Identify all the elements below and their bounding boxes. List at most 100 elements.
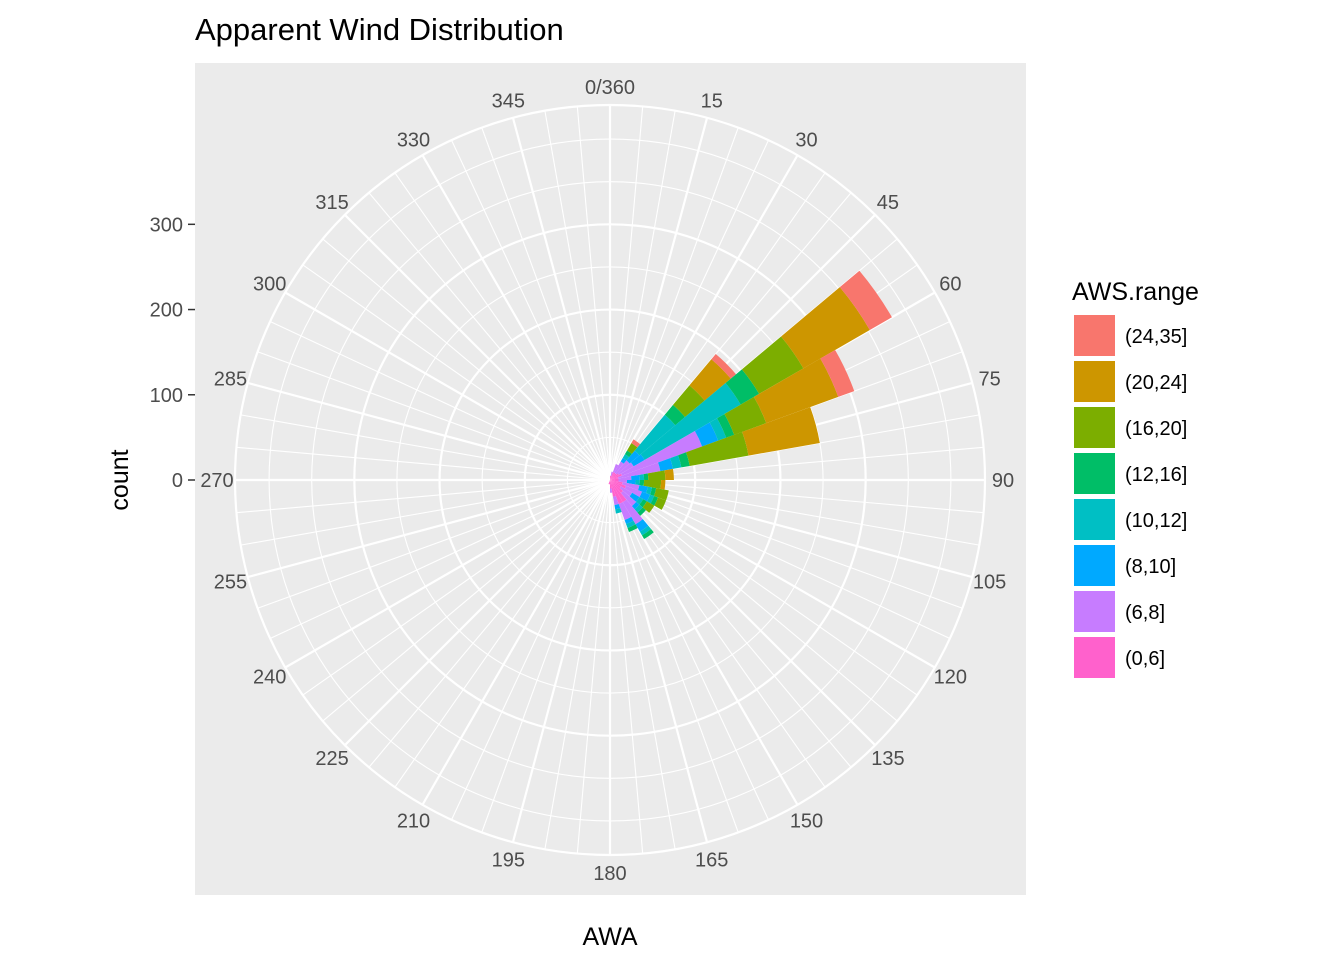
theta-tick-label: 120 [934,667,967,689]
r-tick-label: 100 [150,385,183,407]
bar-segment [689,359,731,401]
grid-spoke [609,110,676,481]
theta-tick-label: 30 [795,130,817,152]
x-axis-title: AWA [582,923,637,951]
bar-segment [609,480,610,485]
theta-tick-label: 270 [200,470,233,492]
grid-spoke [511,479,612,843]
bar-segment [839,270,892,330]
grid-spoke [609,479,739,833]
grid-spoke [421,479,611,806]
legend-key [1072,589,1117,634]
grid-layer [233,103,987,857]
bar-segment [631,501,640,510]
theta-tick-label: 150 [790,810,823,832]
bar-segment [610,480,627,503]
legend-title: AWS.range [1072,278,1199,306]
bar-segment [620,457,627,464]
bar-segment [618,502,632,521]
bar-segment [658,458,673,472]
bar-segment [614,461,624,474]
grid-spoke [257,351,611,481]
bar-segment [639,480,645,486]
bar-segment [610,471,613,476]
bar-segment [631,439,641,448]
legend-label: (12,16] [1125,464,1187,486]
grid-spoke [609,479,951,639]
grid-spoke [609,192,852,481]
chart-title: Apparent Wind Distribution [195,12,564,47]
bar-segment [650,496,659,506]
bar-segment [622,499,643,525]
grid-spoke [609,172,826,481]
bar-segment [724,396,767,435]
grid-spoke [609,478,973,579]
bar-segment [620,490,637,507]
grid-spoke [421,154,611,481]
r-axis: 0 100 200 300 [150,214,195,492]
legend-label: (20,24] [1125,372,1187,394]
bar-segment [630,454,645,467]
grid-spoke [240,414,611,481]
legend-label: (16,20] [1125,418,1187,440]
r-tick-label: 200 [150,300,183,322]
grid-spoke [322,238,611,481]
bar-segment [634,504,643,513]
grid-spoke [302,479,611,696]
bar-segment [636,497,644,505]
grid-spoke [576,479,611,854]
bar-segment [647,470,666,480]
theta-tick-label: 180 [593,863,626,885]
bar-segment [654,488,669,501]
bar-segment [643,480,662,489]
grid-spoke [481,127,611,481]
bar-segment [820,350,855,397]
grid-spoke [609,106,644,481]
grid-spoke [609,154,799,481]
grid-spoke [608,479,709,843]
legend-label: (24,35] [1125,326,1187,348]
bar-segment [635,480,640,486]
grid-spoke [451,139,611,481]
theta-tick-label: 330 [397,130,430,152]
bar-segment [626,520,636,529]
grid-spoke [344,479,611,746]
bar-segment [753,358,839,424]
grid-spoke [609,139,769,481]
theta-tick-label: 345 [492,90,525,112]
bar-segment [612,496,619,506]
grid-spoke [394,479,611,788]
bar-segment [624,450,632,458]
bar-segment [641,528,654,540]
legend-label: (10,12] [1125,510,1187,532]
grid-spoke [609,127,739,481]
bar-segment [610,478,619,480]
bar-segment [664,468,674,480]
grid-spoke [368,479,611,768]
bar-segment [678,452,690,468]
theta-tick-label: 210 [397,810,430,832]
grid-spoke [236,446,611,481]
grid-spoke [609,479,936,669]
grid-spoke [609,479,918,696]
legend-key [1072,451,1117,496]
bar-segment [709,418,727,441]
bar-segment [618,480,628,483]
legend-label: (8,10] [1125,556,1176,578]
bar-segment [610,488,613,493]
bar-segment [612,463,619,473]
bar-segment [637,507,646,516]
legend-key [1072,405,1117,450]
grid-spoke [240,479,611,546]
bar-segment [621,430,703,476]
bar-segment [638,485,648,494]
grid-spoke [544,479,611,850]
legend-key [1072,543,1117,588]
bar-segment [694,422,719,447]
bar-segment [610,480,623,505]
bar-segment [615,508,622,514]
legend-key [1072,635,1117,680]
theta-tick-label: 240 [253,667,286,689]
grid-spoke [576,106,611,481]
theta-tick-label: 255 [214,572,247,594]
